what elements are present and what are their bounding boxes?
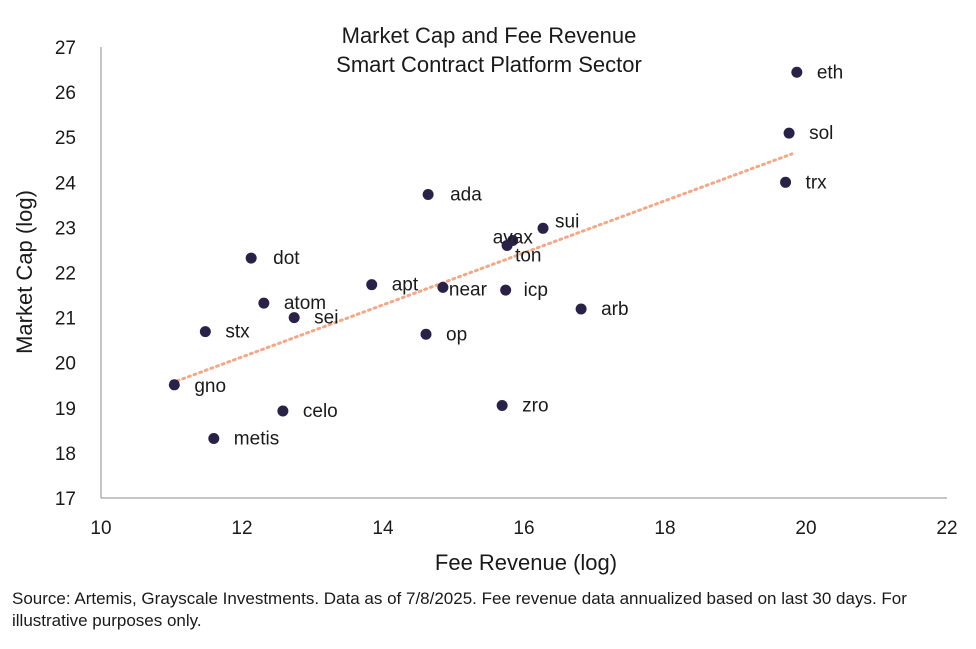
point-label-stx: stx (225, 322, 250, 343)
chart-subtitle: Smart Contract Platform Sector (336, 52, 642, 77)
point-label-sui: sui (555, 211, 579, 232)
x-tick-label: 18 (654, 518, 675, 539)
point-label-ton: ton (515, 245, 541, 266)
x-tick-labels: 10 12 14 16 18 20 22 (90, 518, 957, 539)
y-tick-label: 17 (55, 489, 76, 510)
y-tick-label: 25 (55, 128, 76, 149)
x-tick-label: 10 (90, 518, 111, 539)
point-label-apt: apt (392, 275, 419, 296)
point-label-celo: celo (303, 401, 338, 422)
y-tick-label: 19 (55, 399, 76, 420)
data-point-celo (277, 405, 289, 417)
data-point-arb (575, 303, 587, 315)
point-label-dot: dot (273, 248, 300, 269)
y-tick-label: 22 (55, 264, 76, 285)
y-tick-label: 21 (55, 309, 76, 330)
point-label-eth: eth (817, 62, 843, 83)
x-axis-label: Fee Revenue (log) (435, 550, 617, 575)
data-point-sei (288, 312, 300, 324)
scatter-chart: Market Cap and Fee Revenue Smart Contrac… (12, 23, 958, 575)
data-point-sol (783, 127, 795, 139)
data-point-trx (780, 176, 792, 188)
data-point-ada (422, 188, 434, 200)
chart-title: Market Cap and Fee Revenue (342, 23, 637, 48)
data-point-apt (366, 279, 378, 291)
data-point-zro (496, 400, 508, 412)
point-label-atom: atom (284, 293, 326, 314)
data-point-ton (501, 239, 513, 251)
point-label-op: op (446, 324, 467, 345)
y-tick-label: 26 (55, 83, 76, 104)
y-tick-label: 23 (55, 218, 76, 239)
point-label-gno: gno (194, 376, 226, 397)
x-tick-label: 14 (372, 518, 394, 539)
point-label-sei: sei (314, 308, 338, 329)
trendline (170, 152, 794, 385)
point-label-ada: ada (450, 184, 482, 205)
y-tick-label: 18 (55, 444, 76, 465)
data-point-op (420, 328, 432, 340)
y-axis-label: Market Cap (log) (12, 190, 37, 354)
data-point-dot (245, 252, 257, 264)
x-tick-label: 20 (795, 518, 816, 539)
x-tick-label: 16 (513, 518, 534, 539)
data-point-stx (199, 326, 211, 338)
data-point-sui (537, 222, 549, 234)
point-label-near: near (449, 279, 488, 300)
x-tick-label: 22 (936, 518, 957, 539)
data-point-atom (258, 297, 270, 309)
x-tick-label: 12 (231, 518, 252, 539)
point-label-arb: arb (601, 299, 628, 320)
y-tick-label: 20 (55, 354, 76, 375)
point-label-sol: sol (809, 123, 833, 144)
y-tick-label: 24 (55, 173, 77, 194)
data-point-eth (791, 66, 803, 78)
point-label-trx: trx (806, 172, 828, 193)
point-label-icp: icp (524, 280, 548, 301)
point-label-metis: metis (234, 428, 279, 449)
data-point-metis (208, 432, 220, 444)
y-tick-labels: 17 18 19 20 21 22 23 24 25 26 27 (55, 38, 77, 510)
source-note: Source: Artemis, Grayscale Investments. … (12, 589, 907, 630)
data-point-icp (500, 284, 512, 296)
y-tick-label: 27 (55, 38, 76, 59)
data-point-gno (168, 379, 180, 391)
point-label-zro: zro (522, 396, 548, 417)
data-point-near (437, 281, 449, 293)
